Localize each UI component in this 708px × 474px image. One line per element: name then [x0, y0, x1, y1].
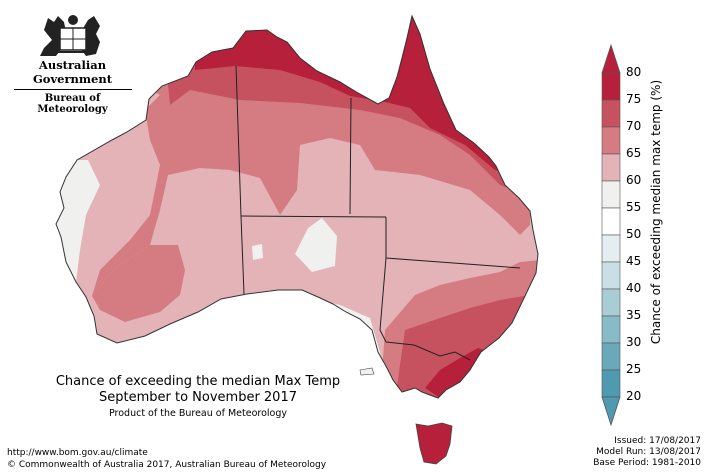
government-logo: Australian Government Bureau of Meteorol… [10, 8, 135, 115]
state-borders [235, 65, 521, 361]
band-65-west-inner [92, 245, 185, 322]
legend-swatch [601, 288, 621, 317]
legend-swatch [601, 315, 621, 344]
legend-swatch [601, 261, 621, 290]
legend-title: Chance of exceeding median max temp (%) [649, 79, 663, 345]
legend-swatch [601, 180, 621, 209]
legend-tick-label: 75 [626, 92, 642, 106]
legend-swatch [601, 207, 621, 236]
coastline [55, 14, 539, 399]
coat-of-arms-icon [40, 15, 100, 56]
legend-swatch [601, 99, 621, 128]
band-55-west [56, 160, 100, 300]
legend-arrow-bottom [601, 396, 621, 427]
legend-swatch [601, 234, 621, 263]
source-url[interactable]: http://www.bom.gov.au/climate [7, 448, 148, 458]
band-80-southeast [425, 348, 490, 398]
bureau-name: Bureau of Meteorology [37, 93, 108, 115]
legend-swatch [601, 153, 621, 182]
legend-tick-label: 80 [626, 65, 642, 79]
legend-tick-label: 45 [626, 254, 642, 268]
legend-tick-label: 20 [626, 389, 642, 403]
map-title-block: Chance of exceeding the median Max Temp … [30, 374, 366, 419]
legend-swatch [601, 72, 621, 101]
footer-left: http://www.bom.gov.au/climate © Commonwe… [7, 447, 326, 471]
legend-swatch [601, 342, 621, 371]
legend-tick-label: 30 [626, 335, 642, 349]
legend-tick-label: 65 [626, 146, 642, 160]
legend-tick-label: 50 [626, 227, 642, 241]
tasmania [415, 422, 453, 465]
copyright: © Commonwealth of Australia 2017, Austra… [7, 460, 327, 470]
legend-tick-label: 55 [626, 200, 642, 214]
legend-tick-label: 60 [626, 173, 642, 187]
colour-scale-legend [601, 43, 621, 427]
base-period: Base Period: 1981-2010 [593, 458, 701, 468]
legend-swatch [601, 369, 621, 398]
band-55-centre [295, 218, 337, 272]
map-title: Chance of exceeding the median Max Temp [55, 374, 341, 389]
legend-tick-label: 35 [626, 308, 642, 322]
product-credit: Product of the Bureau of Meteorology [108, 408, 288, 419]
footer-right: Issued: 17/08/2017 Model Run: 13/08/2017… [593, 436, 701, 469]
legend-tick-label: 70 [626, 119, 642, 133]
legend-tick-label: 40 [626, 281, 642, 295]
nt-qld-border [349, 97, 352, 215]
legend-arrow-top [601, 43, 621, 74]
map-period: September to November 2017 [98, 390, 297, 405]
kangaroo-island [359, 367, 375, 376]
legend-swatch [601, 126, 621, 155]
issued-date: Issued: 17/08/2017 [614, 436, 701, 446]
nt-sa-border [240, 215, 387, 218]
legend-tick-label: 25 [626, 362, 642, 376]
sa-vic-border [379, 257, 387, 343]
logo-divider [13, 89, 132, 90]
government-name: Australian Government [32, 58, 113, 86]
band-55-lake [252, 244, 263, 260]
model-run-date: Model Run: 13/08/2017 [596, 447, 701, 457]
nsw-vic-border [385, 341, 471, 361]
